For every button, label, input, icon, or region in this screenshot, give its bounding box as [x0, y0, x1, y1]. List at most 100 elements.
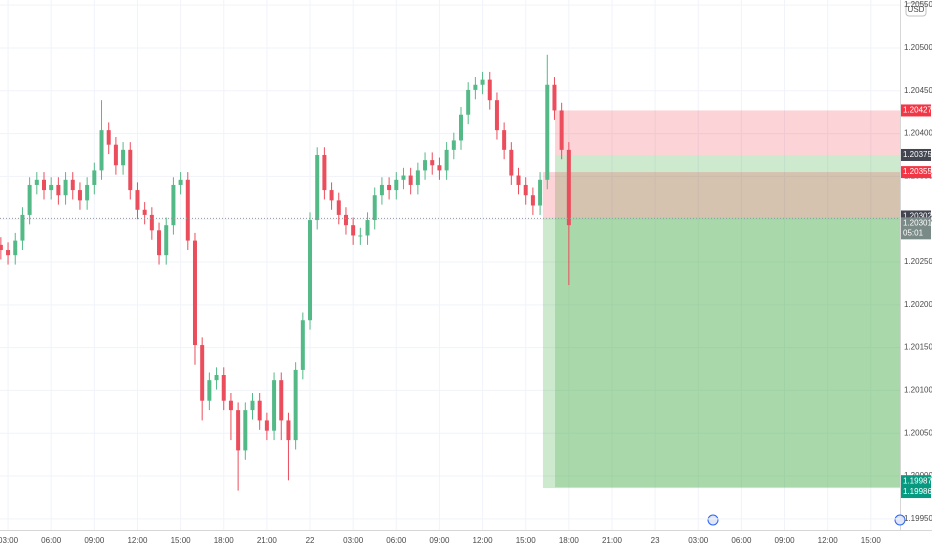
currency-label: USD — [908, 5, 925, 14]
y-tick-label: 1.20500 — [904, 43, 932, 52]
candle-body — [77, 190, 82, 201]
candle-body — [85, 184, 90, 201]
candle-body — [538, 179, 543, 206]
candle-body — [128, 149, 133, 191]
price-label: 1.19987 — [903, 476, 932, 485]
candle-body — [272, 380, 277, 431]
candle-body — [459, 114, 464, 141]
candle-body — [523, 184, 528, 196]
candle-body — [171, 184, 176, 226]
x-tick-label: 12:00 — [127, 536, 148, 545]
candle-body — [42, 179, 47, 191]
candle-body — [142, 209, 147, 215]
candle-body — [516, 175, 521, 185]
countdown-label: 05:01 — [903, 228, 924, 237]
settings-icon[interactable] — [894, 514, 906, 526]
candle-body — [423, 160, 428, 171]
candle-body — [257, 400, 262, 421]
candle-body — [214, 375, 219, 381]
last-price-label: 1.20301 — [903, 218, 932, 227]
candle-body — [164, 225, 169, 256]
candle-body — [451, 140, 456, 150]
candle-body — [552, 84, 557, 111]
candle-body — [63, 179, 68, 196]
x-tick-label: 03:00 — [343, 536, 364, 545]
y-tick-label: 1.20100 — [904, 386, 932, 395]
candle-body — [106, 130, 111, 145]
x-tick-label: 21:00 — [602, 536, 623, 545]
candle-body — [178, 179, 183, 185]
y-tick-label: 1.20550 — [904, 0, 932, 9]
x-tick-label: 22 — [306, 536, 315, 545]
candle-body — [200, 345, 205, 401]
price-label: 1.20355 — [903, 167, 932, 176]
price-label-box — [901, 475, 931, 488]
x-tick-label: 15:00 — [861, 536, 882, 545]
price-label: 1.19986 — [903, 487, 932, 496]
price-label-box — [901, 166, 931, 179]
candle-body — [293, 369, 298, 441]
candle-body — [92, 170, 97, 185]
candle-body — [20, 214, 25, 241]
candle-body — [27, 184, 32, 215]
stop-zone — [555, 110, 900, 155]
candle-body — [70, 179, 75, 191]
candle-body — [430, 160, 435, 166]
price-label-box — [901, 486, 931, 499]
candle-body — [113, 144, 118, 166]
candle-body — [286, 420, 291, 441]
candle-body — [566, 149, 571, 226]
candle-body — [322, 154, 327, 191]
candle-body — [279, 380, 284, 421]
y-tick-label: 1.20150 — [904, 343, 932, 352]
candle-body — [372, 195, 377, 221]
candle-body — [387, 184, 392, 191]
candle-body — [236, 410, 241, 451]
candle-body — [192, 240, 197, 346]
candle-body — [351, 225, 356, 236]
x-tick-label: 06:00 — [386, 536, 407, 545]
last-price-box — [901, 217, 931, 240]
candle-body — [379, 184, 384, 196]
candle-body — [408, 175, 413, 185]
candle-body — [243, 410, 248, 451]
candle-body — [502, 130, 507, 150]
price-label: 1.20302 — [903, 212, 932, 221]
candle-body — [473, 84, 478, 90]
candle-body — [121, 149, 126, 166]
candle-body — [157, 230, 162, 256]
candle-body — [6, 250, 11, 256]
y-tick-label: 1.19950 — [904, 514, 932, 523]
candle-body — [480, 79, 485, 85]
plot-layer — [0, 0, 900, 530]
x-tick-label: 03:00 — [0, 536, 19, 545]
candle-body — [149, 214, 154, 231]
candle-body — [315, 154, 320, 221]
candle-body — [228, 400, 233, 411]
candle-body — [99, 130, 104, 171]
candle-body — [394, 179, 399, 191]
candle-body — [250, 400, 255, 411]
candle-body — [365, 220, 370, 236]
y-tick-label: 1.20450 — [904, 86, 932, 95]
price-label-box — [901, 104, 931, 117]
candle-body — [221, 375, 226, 401]
candle-body — [135, 190, 140, 210]
y-tick-label: 1.20200 — [904, 300, 932, 309]
x-tick-label: 15:00 — [171, 536, 192, 545]
candle-body — [0, 244, 3, 251]
candle-body — [494, 100, 499, 131]
x-tick-label: 18:00 — [214, 536, 235, 545]
candle-body — [185, 179, 190, 241]
x-tick-label: 09:00 — [429, 536, 450, 545]
candle-body — [466, 89, 471, 115]
target-zone — [555, 154, 900, 488]
events-icon[interactable] — [707, 514, 719, 526]
currency-box[interactable] — [905, 2, 927, 17]
candle-body — [545, 84, 550, 180]
candle-body — [487, 79, 492, 101]
x-tick-label: 23 — [651, 536, 660, 545]
x-tick-label: 12:00 — [473, 536, 494, 545]
y-tick-label: 1.20050 — [904, 428, 932, 437]
